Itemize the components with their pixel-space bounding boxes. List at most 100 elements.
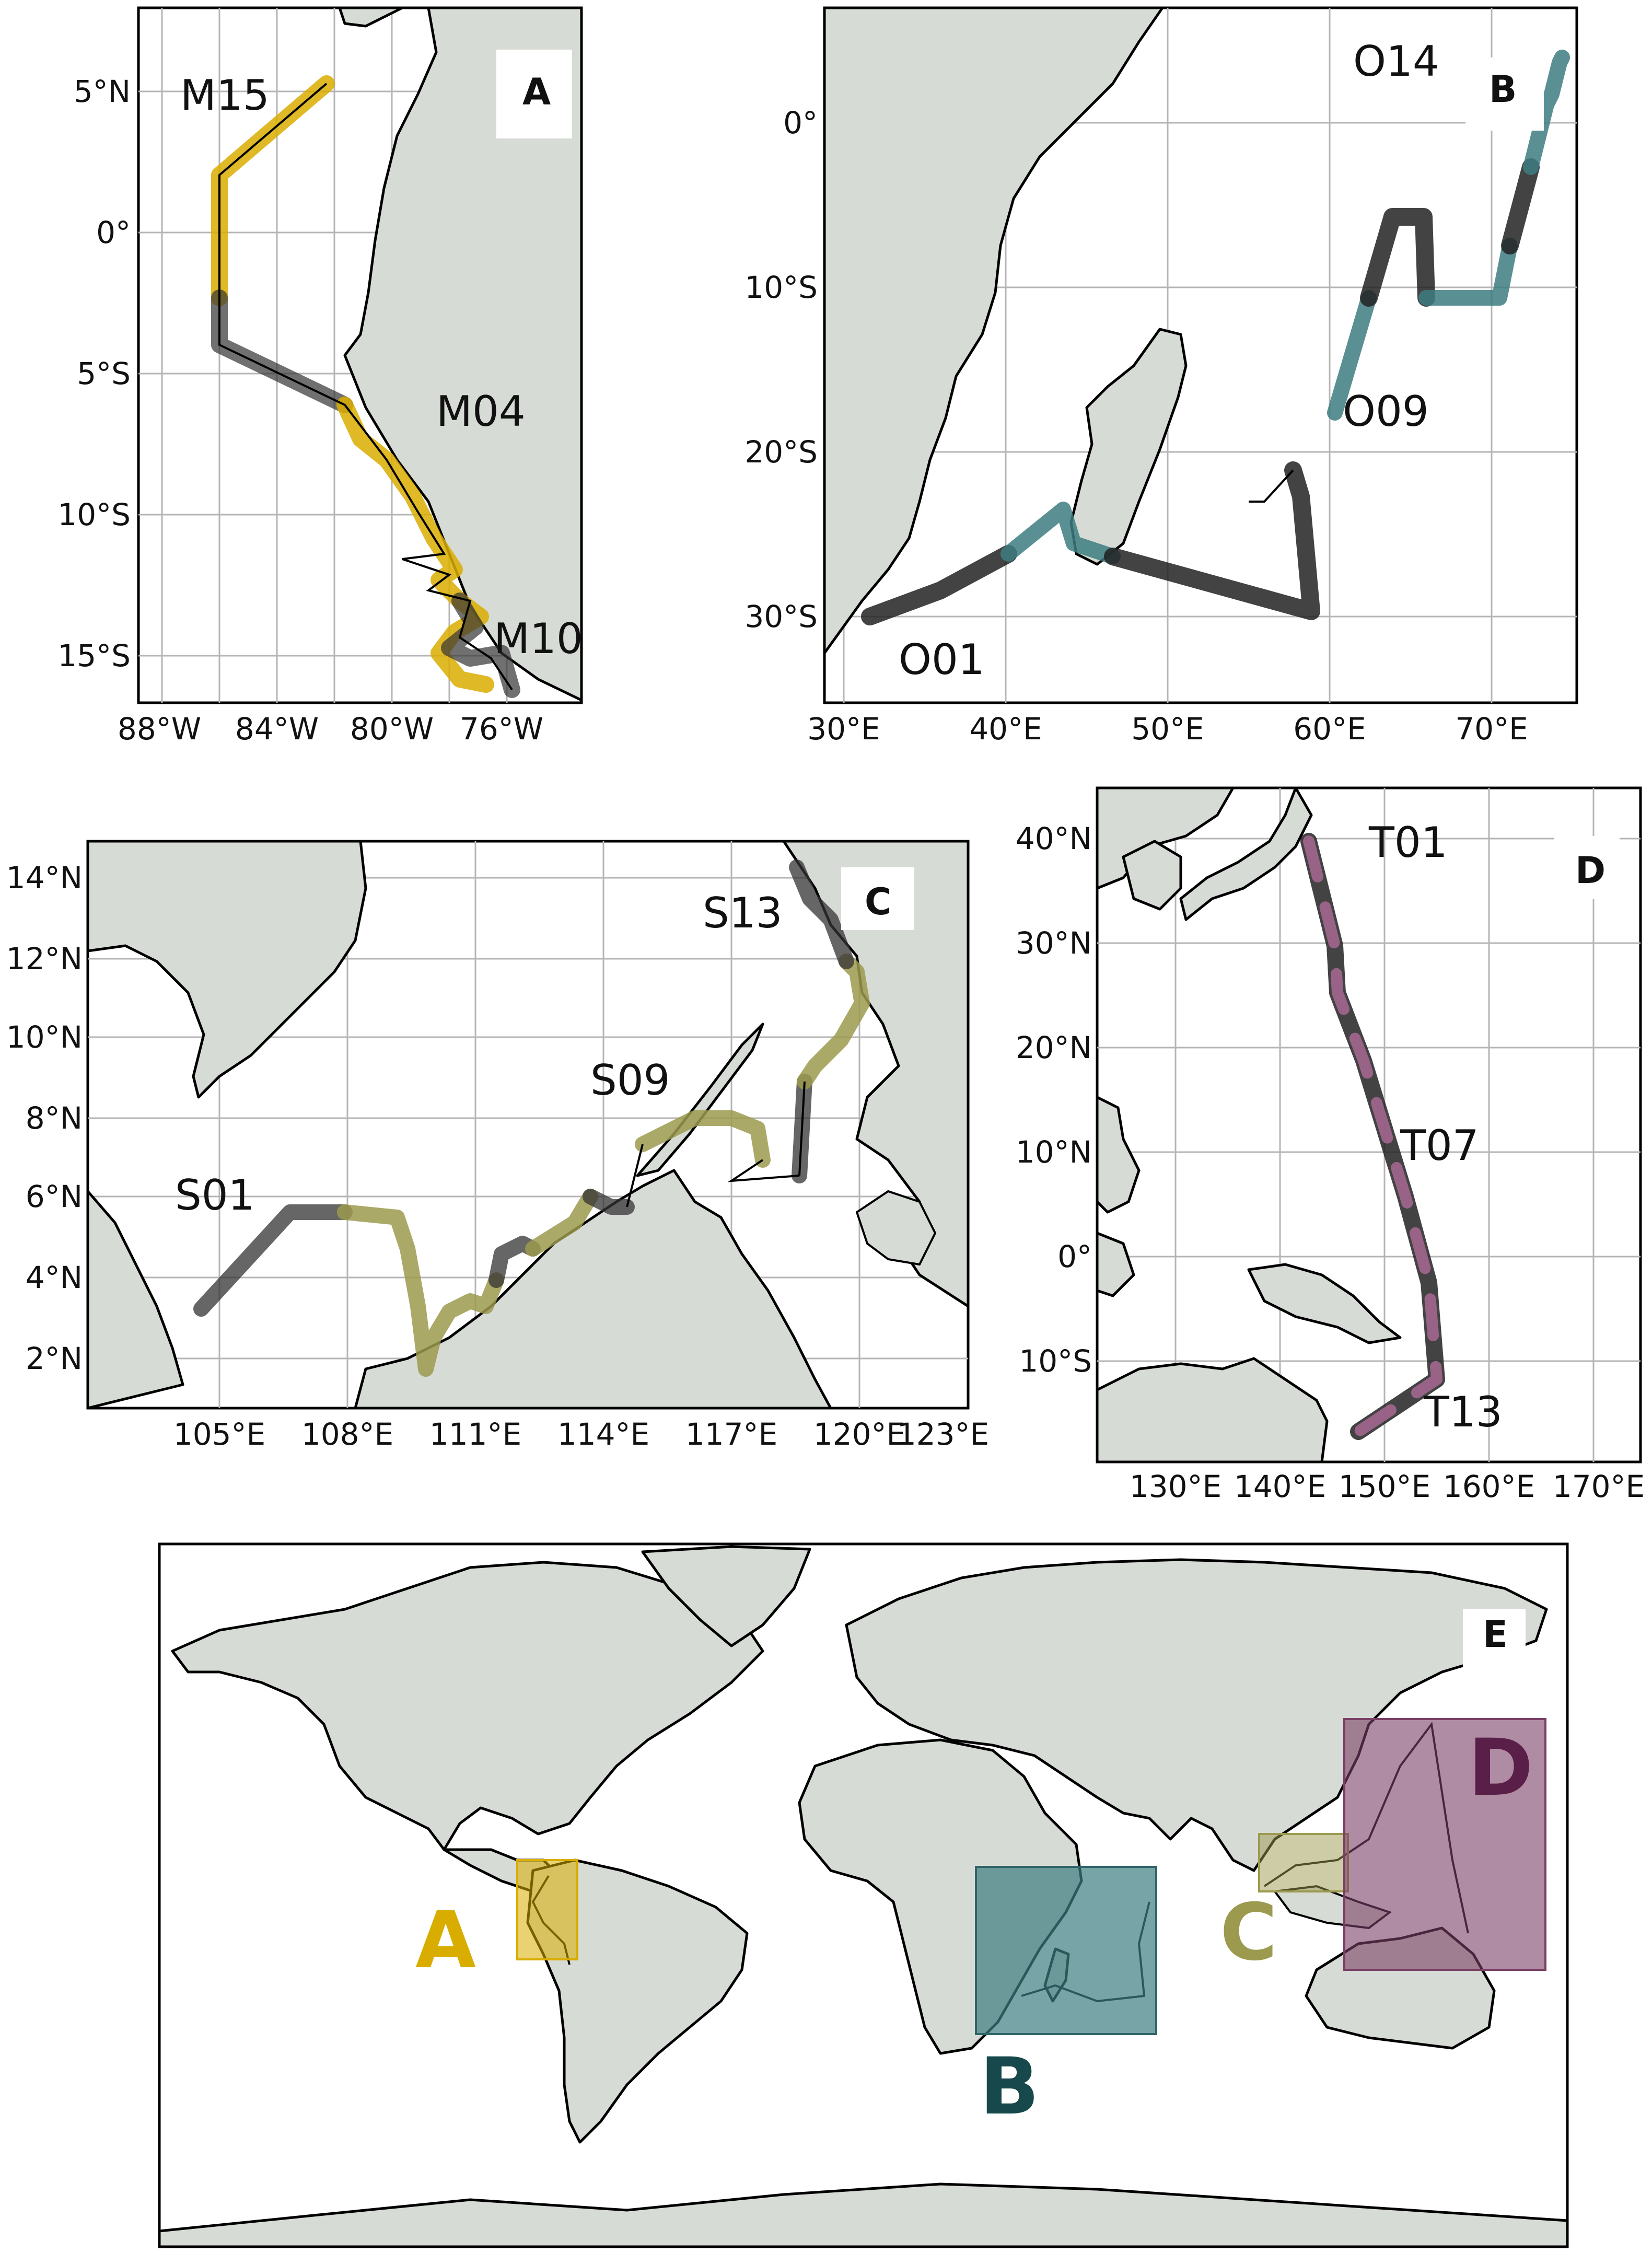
- panel-a-letter-box: [496, 50, 572, 138]
- lon-tick: 170°E: [1553, 1469, 1645, 1504]
- panel-b-route-teal1: [1000, 502, 1121, 564]
- panel-a-lon-ticks: 88°W 84°W 80°W 76°W: [118, 711, 543, 747]
- panel-b-madagascar-land: [1069, 328, 1188, 566]
- panel-c-letter: C: [865, 880, 891, 923]
- lat-tick: 0°: [1057, 1239, 1092, 1274]
- panel-d-route-mauve: [1303, 835, 1442, 1437]
- lat-tick: 10°N: [6, 1019, 83, 1055]
- lon-tick: 120°E: [813, 1416, 905, 1452]
- region-label-c: C: [1220, 1887, 1277, 1978]
- panel-b-route-teal3: [1418, 238, 1518, 306]
- panel-c-route-olive3: [797, 954, 870, 1089]
- lon-tick: 111°E: [429, 1416, 521, 1452]
- lat-tick: 20°S: [744, 434, 818, 470]
- lat-tick: 30°S: [744, 599, 818, 634]
- panel-b-track-line: [1249, 469, 1294, 503]
- world-north-america-land: [171, 1561, 764, 1851]
- panel-d-lat-ticks: 40°N 30°N 20°N 10°N 0° 10°S: [1016, 821, 1092, 1379]
- panel-c-borneo-land: [354, 1169, 832, 1410]
- lon-tick: 114°E: [557, 1416, 649, 1452]
- panel-a-south-america-land: [343, 6, 583, 702]
- panel-b-lat-ticks: 0° 10°S 20°S 30°S: [744, 105, 818, 634]
- panel-a-panama-land: [338, 6, 404, 28]
- region-box-c: [1258, 1833, 1349, 1892]
- region-label-b: B: [980, 2041, 1039, 2132]
- panel-c-lon-ticks: 105°E 108°E 111°E 114°E 117°E 120°E 123°…: [173, 1416, 989, 1452]
- station-label-t13: T13: [1423, 1388, 1503, 1436]
- panel-a-track-line: [218, 83, 513, 691]
- panel-b-letter: B: [1489, 68, 1517, 111]
- panel-c-route-s13: [789, 860, 854, 969]
- panel-b: B O14 O09 O01 0° 10°S 20°S 30°S 30°E 40°…: [744, 6, 1578, 747]
- world-greenland-land: [641, 1545, 811, 1647]
- station-label-m15: M15: [180, 71, 270, 120]
- station-label-o01: O01: [899, 635, 985, 684]
- region-label-d: D: [1468, 1723, 1533, 1814]
- lat-tick: 6°N: [26, 1179, 83, 1214]
- panel-c-letter-box: [841, 867, 914, 930]
- panel-d-new-guinea-land: [1247, 1263, 1402, 1344]
- lon-tick: 140°E: [1234, 1469, 1326, 1504]
- lon-tick: 60°E: [1293, 711, 1366, 747]
- panel-b-route-dark3: [1360, 208, 1435, 307]
- panel-a: A M15 M04 M10 5°N 0° 5°S 10°S 15°S 88°W …: [57, 6, 583, 747]
- station-label-m04: M04: [436, 387, 526, 436]
- lat-tick: 14°N: [6, 860, 83, 896]
- lon-tick: 150°E: [1339, 1469, 1430, 1504]
- lon-tick: 80°W: [350, 711, 434, 747]
- panel-d-letter-box: [1554, 836, 1620, 899]
- station-label-t01: T01: [1368, 818, 1448, 867]
- lat-tick: 30°N: [1016, 925, 1092, 961]
- lat-tick: 10°S: [57, 497, 131, 532]
- station-label-o14: O14: [1353, 37, 1439, 86]
- panel-c-palawan-land: [636, 1023, 764, 1177]
- lon-tick: 76°W: [460, 711, 543, 747]
- lon-tick: 117°E: [685, 1416, 777, 1452]
- region-box-b: [975, 1866, 1157, 2035]
- station-label-s13: S13: [703, 889, 783, 937]
- lat-tick: 2°N: [26, 1341, 83, 1376]
- region-box-d: [1343, 1718, 1546, 1971]
- station-label-m10: M10: [494, 614, 583, 663]
- lat-tick: 0°: [783, 105, 818, 141]
- panel-c-mindanao-land: [855, 1190, 937, 1266]
- panel-e-letter: E: [1483, 1613, 1508, 1656]
- lat-tick: 5°N: [74, 74, 131, 109]
- lon-tick: 108°E: [301, 1416, 393, 1452]
- panel-c-malay-land: [86, 1190, 184, 1410]
- panel-c-indochina-land: [86, 840, 367, 1099]
- panel-b-africa-land: [823, 6, 1164, 655]
- region-label-a: A: [415, 1895, 476, 1986]
- panel-e: E A B C D: [158, 1542, 1569, 2248]
- station-label-o09: O09: [1343, 387, 1429, 436]
- panel-d-korea-land: [1122, 840, 1182, 911]
- panel-c-route-borneo: [337, 1204, 504, 1377]
- panel-d: D T01 T07 T13 40°N 30°N 20°N 10°N 0° 10°…: [1016, 786, 1645, 1504]
- lon-tick: 40°E: [969, 711, 1042, 747]
- lat-tick: 12°N: [6, 941, 83, 977]
- lat-tick: 20°N: [1016, 1030, 1092, 1065]
- world-eurasia-land: [845, 1558, 1548, 1872]
- lon-tick: 70°E: [1455, 711, 1528, 747]
- lon-tick: 160°E: [1443, 1469, 1535, 1504]
- panel-c: C S13 S09 S01 14°N 12°N 10°N 8°N 6°N 4°N…: [6, 840, 989, 1452]
- panel-d-lon-ticks: 130°E 140°E 150°E 160°E 170°E: [1130, 1469, 1645, 1504]
- panel-c-route-s09: [635, 1110, 771, 1168]
- lon-tick: 105°E: [173, 1416, 265, 1452]
- lat-tick: 4°N: [26, 1260, 83, 1295]
- panel-d-philippines-land: [1096, 1096, 1141, 1214]
- lat-tick: 10°S: [744, 270, 818, 305]
- lat-tick: 10°S: [1019, 1343, 1092, 1379]
- lon-tick: 88°W: [118, 711, 201, 747]
- station-label-s01: S01: [175, 1171, 255, 1220]
- panel-c-lat-ticks: 14°N 12°N 10°N 8°N 6°N 4°N 2°N: [6, 860, 83, 1376]
- panel-a-letter: A: [522, 71, 551, 113]
- lat-tick: 8°N: [26, 1100, 83, 1136]
- panel-c-route-s01: [193, 1204, 353, 1317]
- panel-b-lon-ticks: 30°E 40°E 50°E 60°E 70°E: [807, 711, 1528, 747]
- region-box-a: [516, 1859, 578, 1960]
- panel-c-grid: [88, 841, 968, 1408]
- panel-d-japan-land: [1179, 786, 1313, 921]
- lat-tick: 0°: [96, 215, 131, 250]
